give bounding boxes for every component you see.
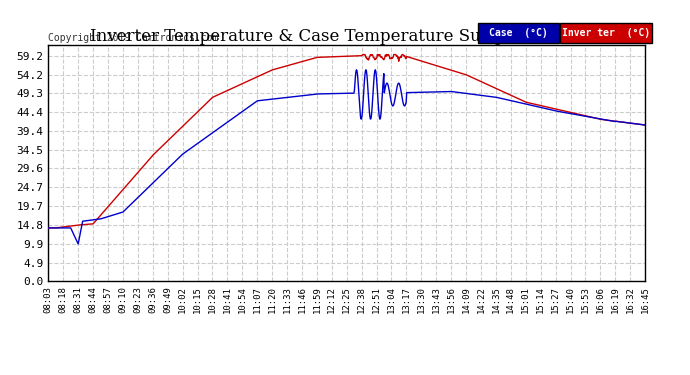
FancyBboxPatch shape [560, 23, 652, 43]
Title: Inverter Temperature & Case Temperature Sun Jan 20 16:48: Inverter Temperature & Case Temperature … [90, 28, 604, 45]
Text: Inver ter  (°C): Inver ter (°C) [562, 28, 650, 38]
Text: Case  (°C): Case (°C) [489, 28, 548, 38]
Text: Copyright 2019 Cartronics.com: Copyright 2019 Cartronics.com [48, 33, 219, 43]
FancyBboxPatch shape [478, 23, 559, 43]
